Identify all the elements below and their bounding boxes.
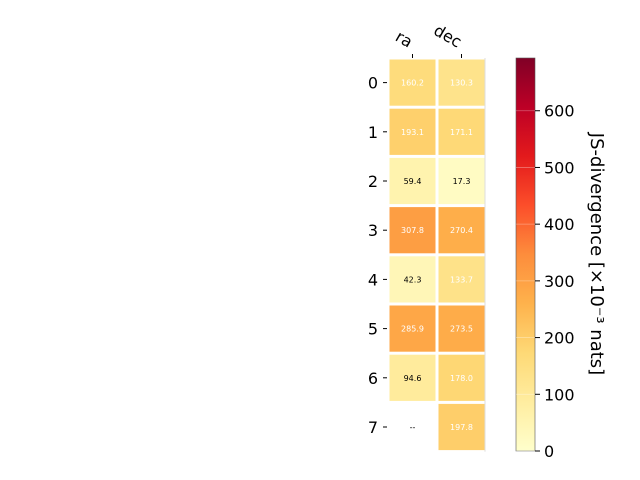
cell-value-label: 160.2 bbox=[401, 79, 424, 88]
row-tick-label: 7 bbox=[368, 418, 378, 437]
colorbar-gradient bbox=[515, 57, 536, 452]
heatmap-cell bbox=[389, 354, 436, 401]
colorbar-label: JS-divergence [×10⁻³ nats] bbox=[586, 132, 607, 375]
colorbar-tick-label: 600 bbox=[544, 102, 575, 121]
heatmap-cell bbox=[438, 256, 485, 303]
row-tick-label: 4 bbox=[368, 270, 378, 289]
cell-value-label: 17.3 bbox=[453, 177, 471, 186]
column-tick-label: dec bbox=[431, 21, 465, 52]
row-tick-label: 1 bbox=[368, 123, 378, 142]
colorbar: 0 100 200 300 400 500 600 JS-divergence [×10⁻³… bbox=[515, 57, 607, 461]
cell-value-label: 133.7 bbox=[450, 275, 473, 284]
heatmap-cell bbox=[389, 108, 436, 155]
cell-value-label: -- bbox=[410, 423, 416, 432]
row-tick-label: 0 bbox=[368, 74, 378, 93]
cell-value-label: 273.5 bbox=[450, 325, 473, 334]
heatmap-cell bbox=[438, 305, 485, 352]
row-tick-label: 6 bbox=[368, 369, 378, 388]
heatmap-cell bbox=[438, 157, 485, 205]
heatmap-cell bbox=[389, 256, 436, 303]
colorbar-ticks: 0 100 200 300 400 500 600 bbox=[516, 102, 575, 461]
heatmap-cell bbox=[438, 59, 485, 106]
cell-value-label: 270.4 bbox=[450, 226, 473, 235]
column-axis: ra dec bbox=[392, 21, 465, 58]
heatmap-cells: 160.2 130.3 193.1 171.1 59.4 17.3 307.8 270.4 42… bbox=[389, 58, 486, 452]
heatmap-cell bbox=[389, 207, 436, 254]
cell-value-label: 130.3 bbox=[450, 79, 473, 88]
cell-value-label: 285.9 bbox=[401, 325, 424, 334]
row-axis: 0 1 2 3 4 5 6 7 bbox=[368, 74, 387, 437]
cell-value-label: 307.8 bbox=[401, 226, 424, 235]
cell-value-label: 171.1 bbox=[450, 128, 473, 137]
heatmap-cell bbox=[438, 403, 485, 451]
column-tick-label: ra bbox=[392, 27, 416, 52]
colorbar-tick-label: 400 bbox=[544, 215, 575, 234]
colorbar-tick-label: 500 bbox=[544, 158, 575, 177]
cell-value-label: 178.0 bbox=[450, 374, 473, 383]
heatmap-cell bbox=[438, 108, 485, 155]
cell-value-label: 59.4 bbox=[404, 177, 422, 186]
cell-value-label: 42.3 bbox=[404, 275, 422, 284]
heatmap-cell bbox=[389, 59, 436, 106]
row-tick-label: 3 bbox=[368, 221, 378, 240]
heatmap-cell bbox=[389, 305, 436, 352]
cell-value-label: 94.6 bbox=[404, 374, 422, 383]
cell-value-label: 197.8 bbox=[450, 423, 473, 432]
row-tick-label: 2 bbox=[368, 172, 378, 191]
colorbar-tick-label: 0 bbox=[544, 442, 554, 461]
heatmap-cell bbox=[389, 157, 436, 205]
colorbar-tick-label: 300 bbox=[544, 272, 575, 291]
colorbar-tick-label: 200 bbox=[544, 329, 575, 348]
cell-value-label: 193.1 bbox=[401, 128, 424, 137]
row-tick-label: 5 bbox=[368, 320, 378, 339]
heatmap-cell bbox=[438, 354, 485, 401]
heatmap-cell bbox=[438, 207, 485, 254]
colorbar-tick-label: 100 bbox=[544, 385, 575, 404]
